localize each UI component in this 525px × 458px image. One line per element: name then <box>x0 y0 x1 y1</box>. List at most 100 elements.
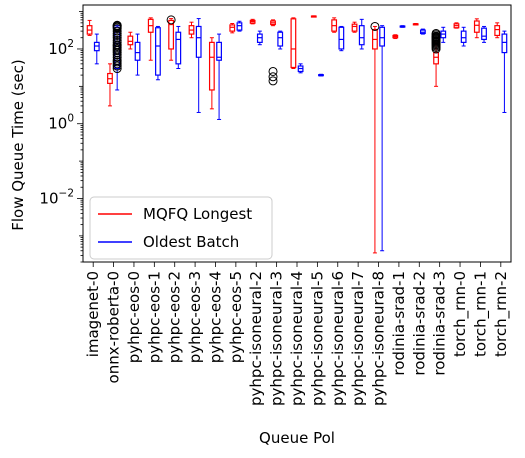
box-oldest <box>112 20 122 91</box>
x-tick-label: torch_rnn-2 <box>492 271 511 357</box>
box-mqfq <box>473 18 480 39</box>
iqr-box <box>134 41 141 61</box>
box-mqfq <box>249 18 256 25</box>
outlier-point <box>268 72 278 82</box>
box-mqfq <box>290 17 297 70</box>
iqr-box <box>208 41 215 91</box>
x-tick-label: pyhpc-isoneural-8 <box>370 271 388 406</box>
x-axis-ticks: imagenet-0 onnx-roberta-0 pyhpc-eos-0 pyhpc… <box>84 262 511 406</box>
box-mqfq <box>351 21 358 33</box>
outlier-point <box>112 50 122 60</box>
x-tick-label: pyhpc-isoneural-2 <box>247 271 265 406</box>
box-oldest <box>440 26 447 43</box>
x-tick-label: imagenet-0 <box>84 271 102 357</box>
iqr-box <box>379 26 386 47</box>
box-mqfq <box>268 19 278 86</box>
legend-frame <box>89 196 273 260</box>
y-tick-label: 10−2 <box>39 187 74 207</box>
box-mqfq <box>412 22 419 26</box>
box-oldest <box>399 25 406 28</box>
box-mqfq <box>494 22 501 39</box>
box-mqfq <box>310 15 317 18</box>
iqr-box <box>501 33 508 54</box>
iqr-box <box>494 25 501 37</box>
box-oldest <box>195 18 202 113</box>
x-tick-label: pyhpc-eos-0 <box>125 271 143 363</box>
boxes-layer <box>86 15 508 254</box>
x-tick-label: rodinia-srad-1 <box>390 271 408 376</box>
x-tick-label: pyhpc-isoneural-3 <box>268 271 286 406</box>
iqr-box <box>236 22 243 31</box>
box-oldest <box>297 63 304 74</box>
box-oldest <box>379 25 386 252</box>
outlier-point <box>268 76 278 86</box>
legend-entry-mqfq: MQFQ Longest <box>143 205 252 223</box>
x-tick-label: pyhpc-isoneural-4 <box>288 271 306 406</box>
outlier-point <box>112 33 122 43</box>
box-mqfq <box>147 17 154 61</box>
y-tick-label: 100 <box>48 113 74 133</box>
y-tick-exponent: 2 <box>67 38 74 50</box>
iqr-box <box>473 20 480 33</box>
outlier-point <box>112 40 122 50</box>
x-tick-label: torch_rnn-1 <box>471 271 490 357</box>
x-tick-label: pyhpc-eos-5 <box>227 271 245 363</box>
y-tick-exponent: −2 <box>59 187 74 199</box>
iqr-box <box>290 18 297 69</box>
box-oldest <box>358 18 365 50</box>
box-oldest <box>481 25 487 43</box>
iqr-box <box>351 23 358 32</box>
box-mqfq <box>453 22 460 29</box>
iqr-box <box>127 35 134 46</box>
legend: MQFQ Longest Oldest Batch <box>89 196 273 260</box>
box-mqfq <box>166 15 176 61</box>
x-tick-label: onnx-roberta-0 <box>105 271 123 383</box>
y-tick-base: 10 <box>48 40 67 58</box>
outlier-point <box>268 66 278 76</box>
box-oldest <box>93 33 100 65</box>
y-tick-base: 10 <box>39 189 58 207</box>
iqr-box <box>358 25 365 46</box>
box-mqfq <box>370 21 380 254</box>
iqr-box <box>460 30 467 43</box>
box-mqfq <box>127 31 134 50</box>
box-oldest <box>134 33 141 76</box>
iqr-box <box>433 51 439 65</box>
box-oldest <box>419 28 426 35</box>
outlier-point <box>112 26 122 36</box>
y-tick-exponent: 0 <box>67 113 74 125</box>
box-mqfq <box>392 34 399 40</box>
outlier-point <box>370 21 380 31</box>
outlier-point <box>112 20 122 30</box>
iqr-box <box>216 41 222 61</box>
x-tick-label: pyhpc-eos-3 <box>186 271 204 363</box>
x-tick-label: pyhpc-eos-4 <box>206 271 224 363</box>
legend-entry-oldest: Oldest Batch <box>143 233 239 251</box>
outlier-point <box>112 61 122 71</box>
box-oldest <box>236 20 243 32</box>
x-axis-label: Queue Pol <box>259 429 335 447</box>
box-mqfq <box>208 37 215 110</box>
y-tick-label: 102 <box>48 38 74 58</box>
x-tick-label: pyhpc-eos-1 <box>145 271 163 363</box>
box-oldest <box>256 30 263 46</box>
x-tick-label: pyhpc-isoneural-7 <box>349 271 367 406</box>
box-mqfq <box>107 63 113 107</box>
box-mqfq <box>86 19 93 36</box>
y-tick-base: 10 <box>48 115 67 133</box>
x-tick-label: rodinia-srad-3 <box>431 271 449 376</box>
outlier-point <box>166 15 176 25</box>
iqr-box <box>175 31 182 65</box>
iqr-box <box>195 25 202 58</box>
iqr-box <box>277 31 284 47</box>
box-oldest <box>216 33 222 120</box>
box-oldest <box>277 30 284 50</box>
box-oldest <box>501 30 508 113</box>
box-oldest <box>338 25 345 52</box>
box-oldest <box>175 25 182 70</box>
outlier-point <box>431 28 441 38</box>
box-oldest <box>155 25 161 81</box>
box-oldest <box>460 26 467 47</box>
